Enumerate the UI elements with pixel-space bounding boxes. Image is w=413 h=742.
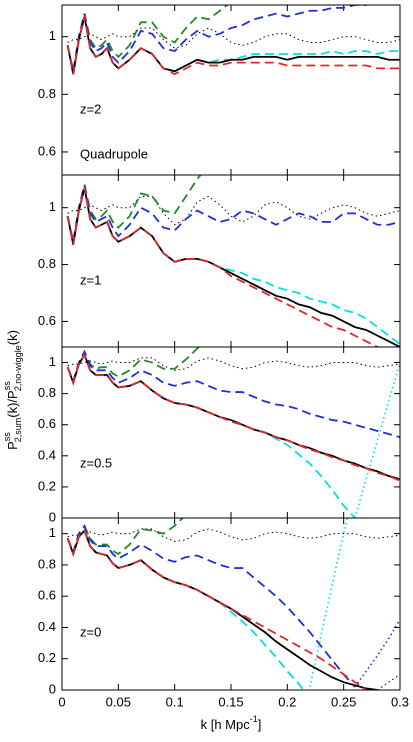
y-tick-label: 0.6 — [38, 143, 56, 158]
plot-area — [66, 518, 400, 690]
x-tick-label: 0 — [58, 694, 65, 709]
panel-frame — [61, 517, 401, 691]
plot-area — [66, 347, 400, 518]
x-tick-label: 0.05 — [106, 694, 131, 709]
series-line — [66, 349, 400, 439]
y-tick-label: 0.8 — [38, 556, 56, 571]
x-tick-label: 0.3 — [391, 694, 409, 709]
series-line — [66, 187, 400, 347]
series-line — [66, 352, 400, 482]
series-line — [66, 5, 370, 72]
series-line — [66, 528, 305, 690]
plot-area — [66, 175, 400, 347]
series-line — [66, 187, 400, 345]
panel-annotation: Quadrupole — [80, 146, 148, 161]
y-tick-label: 1 — [49, 199, 56, 214]
x-tick-label: 0.25 — [331, 694, 356, 709]
y-tick-label: 0.4 — [38, 447, 56, 462]
x-label-part: ] — [258, 717, 262, 732]
series-line — [66, 523, 356, 688]
panel-label: z=1 — [80, 272, 101, 287]
y-label-sup: ss — [2, 432, 12, 442]
series-line — [67, 27, 400, 49]
y-label-part: (k) — [5, 330, 20, 345]
series-line — [67, 357, 400, 371]
series-line — [377, 673, 400, 690]
series-line — [66, 175, 202, 243]
y-tick-label: 0.6 — [38, 588, 56, 603]
y-tick-label: 0.8 — [38, 86, 56, 101]
y-tick-label: 1 — [49, 525, 56, 540]
y-tick-label: 0.2 — [38, 650, 56, 665]
series-line — [66, 16, 400, 76]
series-line — [354, 619, 400, 688]
y-label-part: (k)/P — [5, 390, 20, 417]
x-tick-label: 0.2 — [278, 694, 296, 709]
y-tick-label: 0.6 — [38, 313, 56, 328]
series-line — [66, 528, 367, 690]
y-label-sub: 2,no-wiggle — [13, 345, 23, 391]
plot-area — [66, 5, 400, 76]
panel-frame — [61, 174, 401, 348]
panel-label: z=0.5 — [80, 455, 112, 470]
x-tick-label: 0.1 — [166, 694, 184, 709]
y-label-part: P — [5, 441, 20, 450]
series-line — [66, 187, 382, 347]
panel-label: z=0 — [80, 624, 101, 639]
series-line — [66, 5, 229, 72]
y-tick-label: 0 — [49, 509, 56, 524]
panel-label: z=2 — [80, 101, 101, 116]
y-tick-label: 1 — [49, 354, 56, 369]
y-label-sub: 2,sum — [13, 418, 23, 443]
series-line — [66, 352, 400, 481]
series-line — [67, 195, 400, 226]
y-tick-label: 0 — [49, 681, 56, 696]
y-tick-label: 0.6 — [38, 416, 56, 431]
y-label-sup: ss — [2, 381, 12, 391]
y-tick-label: 0.8 — [38, 385, 56, 400]
y-axis-label: Pss2,sum(k)/Pss2,no-wiggle(k) — [2, 330, 23, 450]
y-tick-label: 1 — [49, 28, 56, 43]
series-line — [66, 518, 185, 556]
series-line — [67, 528, 400, 542]
x-label-sup: -1 — [250, 714, 258, 724]
y-tick-label: 0.4 — [38, 619, 56, 634]
x-tick-label: 0.15 — [218, 694, 243, 709]
x-axis-label: k [h Mpc-1] — [201, 714, 262, 732]
series-line — [66, 184, 400, 243]
x-label-part: k [h Mpc — [201, 717, 251, 732]
series-line — [354, 362, 400, 518]
y-tick-label: 0.2 — [38, 478, 56, 493]
y-tick-label: 0.8 — [38, 256, 56, 271]
